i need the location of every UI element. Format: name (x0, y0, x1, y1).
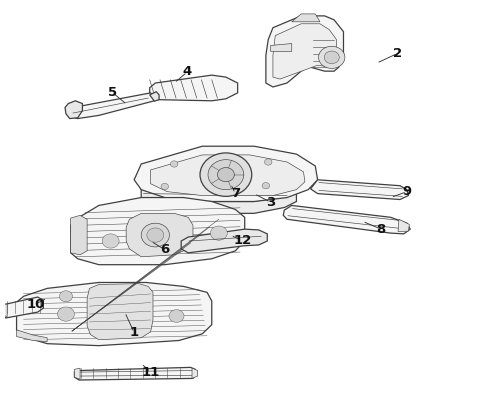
Circle shape (58, 307, 74, 321)
Polygon shape (74, 368, 80, 379)
Circle shape (217, 168, 234, 182)
Polygon shape (141, 188, 297, 213)
Polygon shape (150, 75, 238, 101)
Text: 7: 7 (231, 187, 240, 200)
Circle shape (60, 291, 72, 302)
Circle shape (161, 183, 168, 190)
Polygon shape (1, 304, 7, 317)
Text: 8: 8 (376, 222, 386, 236)
Polygon shape (311, 180, 408, 199)
Text: 9: 9 (402, 185, 411, 198)
Text: 1: 1 (130, 326, 139, 339)
Polygon shape (87, 284, 153, 340)
Polygon shape (151, 155, 305, 195)
Circle shape (208, 160, 244, 190)
Polygon shape (71, 215, 87, 255)
Polygon shape (266, 16, 344, 87)
Text: 12: 12 (233, 235, 252, 247)
Polygon shape (181, 229, 267, 253)
Polygon shape (192, 368, 198, 378)
Circle shape (147, 228, 164, 242)
Circle shape (319, 46, 345, 69)
Circle shape (141, 223, 169, 247)
Circle shape (170, 161, 178, 167)
Polygon shape (150, 92, 159, 101)
Text: 10: 10 (26, 298, 45, 311)
Circle shape (264, 159, 272, 165)
Text: 2: 2 (393, 47, 402, 60)
Circle shape (324, 51, 339, 64)
Polygon shape (16, 330, 47, 342)
Text: 6: 6 (160, 243, 169, 256)
Polygon shape (74, 368, 197, 380)
Polygon shape (292, 14, 320, 22)
Circle shape (102, 234, 119, 248)
Polygon shape (283, 206, 410, 234)
Text: 3: 3 (266, 196, 275, 209)
Polygon shape (71, 197, 245, 265)
Polygon shape (273, 24, 336, 79)
Polygon shape (65, 101, 83, 118)
Text: 11: 11 (142, 366, 160, 378)
Circle shape (210, 226, 228, 240)
Circle shape (262, 183, 270, 189)
Polygon shape (16, 283, 212, 346)
Polygon shape (398, 219, 409, 231)
Polygon shape (71, 93, 155, 118)
Circle shape (169, 310, 184, 322)
Text: 4: 4 (183, 65, 192, 79)
Polygon shape (126, 213, 193, 257)
Circle shape (200, 153, 252, 196)
Polygon shape (134, 146, 318, 202)
Polygon shape (1, 297, 43, 318)
Polygon shape (271, 44, 292, 52)
Text: 5: 5 (108, 86, 118, 100)
